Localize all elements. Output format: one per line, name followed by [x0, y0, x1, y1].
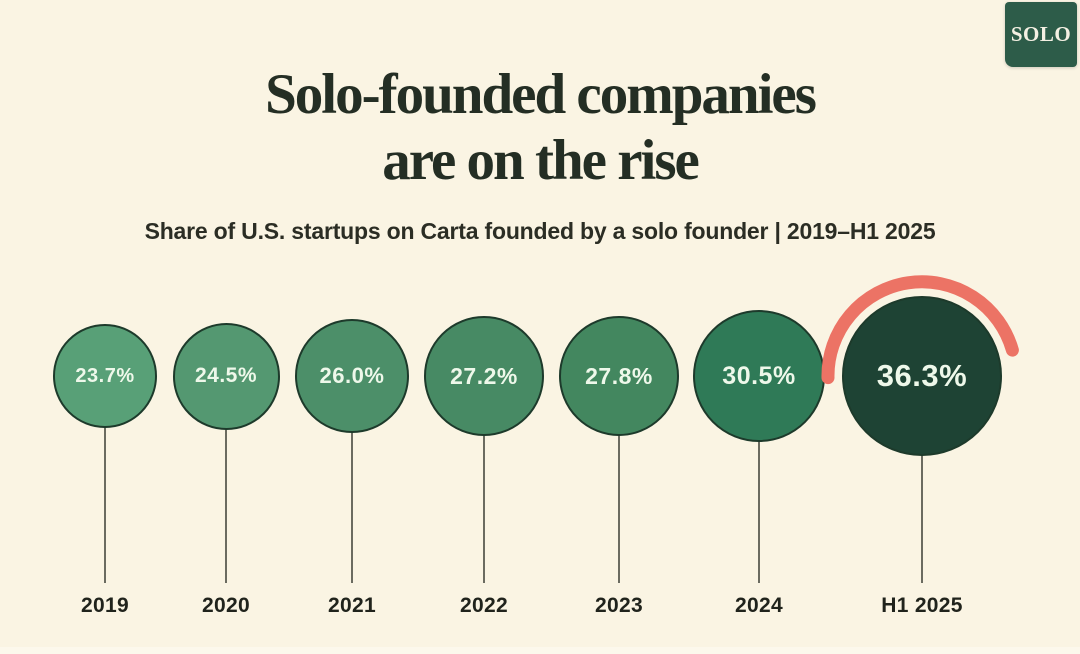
chart-circle-highlighted: 36.3% [842, 296, 1002, 456]
chart-stem [483, 433, 485, 583]
chart-title-line1: Solo-founded companies [265, 63, 817, 126]
chart-circle: 27.2% [424, 316, 544, 436]
year-label: H1 2025 [881, 594, 963, 617]
chart-value-label: 23.7% [75, 364, 135, 387]
chart-stem [618, 433, 620, 583]
bottom-edge-strip [0, 647, 1080, 654]
year-label: 2023 [595, 594, 643, 617]
chart-circle: 26.0% [295, 319, 409, 433]
year-label: 2024 [735, 594, 783, 617]
chart-stem [104, 425, 106, 583]
year-label: 2020 [202, 594, 250, 617]
year-label: 2021 [328, 594, 376, 617]
chart-value-label: 27.8% [585, 362, 653, 389]
chart-subtitle: Share of U.S. startups on Carta founded … [144, 218, 936, 244]
chart-stem [351, 430, 353, 583]
year-label: 2019 [81, 594, 129, 617]
chart-stem [758, 439, 760, 583]
chart-title-line2: are on the rise [382, 129, 700, 192]
chart-stem [225, 426, 227, 583]
chart-circle: 30.5% [693, 310, 825, 442]
chart-circle: 24.5% [172, 322, 280, 430]
chart-circle: 27.8% [559, 316, 679, 436]
chart-title: Solo-founded companies are on the rise [0, 62, 1080, 194]
chart-circle: 23.7% [53, 324, 157, 428]
year-label: 2022 [460, 594, 508, 617]
chart-value-label: 36.3% [876, 358, 968, 393]
chart-value-label: 30.5% [722, 361, 796, 390]
brand-logo-text: SOLO [1010, 22, 1072, 46]
chart-value-label: 27.2% [450, 362, 518, 389]
chart-stem [921, 453, 923, 583]
chart-value-label: 26.0% [319, 363, 385, 388]
chart-value-label: 24.5% [194, 364, 258, 387]
brand-logo: SOLO [1005, 2, 1077, 67]
